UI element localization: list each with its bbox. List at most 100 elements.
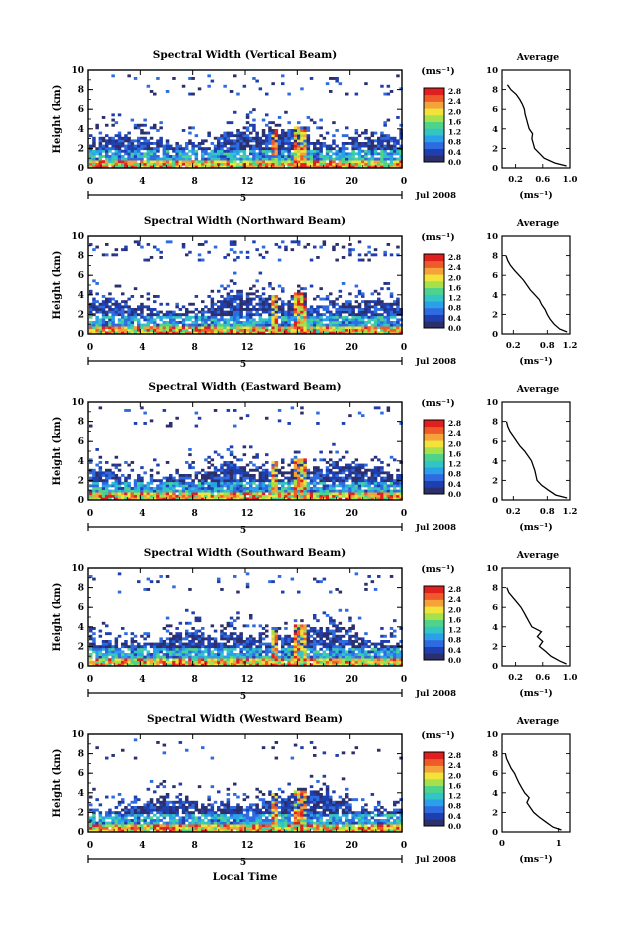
heatmap-cell: [377, 492, 381, 496]
heatmap-cell: [92, 308, 96, 311]
heatmap-cell: [101, 315, 106, 319]
heatmap-cell: [364, 468, 368, 472]
heatmap-cell: [293, 494, 298, 498]
heatmap-cell: [172, 492, 176, 496]
heatmap-cell: [252, 326, 256, 330]
heatmap-cell: [325, 632, 330, 636]
heatmap-cell: [229, 147, 234, 151]
heatmap-cell: [149, 419, 154, 423]
heatmap-cell: [185, 323, 189, 327]
heatmap-cell: [210, 152, 215, 156]
heatmap-cell: [265, 468, 269, 472]
heatmap-cell: [380, 323, 384, 327]
heatmap-cell: [130, 318, 135, 322]
heatmap-cell: [245, 116, 250, 119]
heatmap-cell: [194, 494, 199, 498]
heatmap-cell: [114, 658, 119, 662]
heatmap-cell: [111, 152, 115, 156]
heatmap-cell: [101, 305, 106, 309]
heatmap-cell: [133, 660, 138, 664]
heatmap-cell: [268, 305, 272, 309]
heatmap-cell: [197, 650, 202, 654]
heatmap-cell: [169, 663, 173, 667]
heatmap-cell: [252, 136, 256, 140]
heatmap-cell: [153, 647, 157, 651]
heatmap-cell: [197, 162, 202, 166]
heatmap-cell: [341, 487, 346, 490]
heatmap-cell: [249, 302, 253, 306]
heatmap-cell: [245, 313, 250, 317]
heatmap-cell: [389, 489, 394, 493]
colorbar-swatch: [424, 148, 444, 156]
heatmap-cell: [377, 160, 381, 164]
heatmap-cell: [233, 619, 237, 623]
heatmap-cell: [159, 323, 163, 327]
heatmap-cell: [396, 321, 400, 324]
heatmap-cell: [373, 326, 378, 330]
heatmap-cell: [217, 658, 221, 662]
heatmap-cell: [338, 289, 343, 293]
heatmap-cell: [364, 152, 368, 156]
heatmap-cell: [114, 492, 119, 496]
colorbar-frame: [423, 87, 445, 163]
heatmap-cell: [332, 619, 336, 623]
heatmap-cell: [361, 131, 365, 135]
heatmap-cell: [389, 492, 394, 496]
heatmap-cell: [322, 650, 327, 654]
heatmap-cell: [127, 318, 131, 322]
heatmap-cell: [313, 149, 317, 153]
heatmap-cell: [149, 479, 154, 483]
heatmap-cell: [287, 323, 291, 327]
heatmap-cell: [303, 468, 307, 472]
heatmap-cell: [201, 139, 205, 143]
heatmap-cell: [181, 494, 186, 498]
heatmap-cell: [393, 165, 397, 169]
heatmap-cell: [105, 660, 109, 664]
heatmap-cell: [140, 129, 144, 132]
heatmap-cell: [233, 258, 237, 262]
heatmap-cell: [306, 653, 311, 656]
heatmap-cell: [332, 326, 336, 330]
heatmap-cell: [98, 157, 103, 161]
heatmap-cell: [137, 123, 141, 127]
heatmap-cell: [335, 484, 339, 488]
heatmap-cell: [290, 494, 295, 498]
heatmap-cell: [191, 77, 195, 80]
heatmap-cell: [335, 331, 339, 335]
heatmap-cell: [380, 136, 384, 140]
heatmap-cell: [364, 481, 368, 485]
heatmap-cell: [284, 658, 288, 662]
heatmap-cell: [271, 326, 275, 330]
heatmap-cell: [261, 484, 266, 488]
heatmap-cell: [287, 331, 291, 335]
heatmap-cell: [281, 136, 285, 140]
heatmap-cell: [169, 624, 173, 628]
heatmap-cell: [92, 640, 96, 643]
heatmap-cell: [223, 647, 227, 651]
heatmap-cell: [114, 253, 119, 257]
heatmap-cell: [165, 663, 170, 667]
colorbar-swatch: [424, 267, 444, 275]
heatmap-cell: [380, 326, 384, 330]
heatmap-cell: [297, 627, 301, 630]
heatmap-cell: [338, 497, 343, 501]
heatmap-cell: [261, 663, 266, 667]
heatmap-cell: [194, 663, 199, 667]
heatmap-cell: [223, 134, 227, 138]
heatmap-cell: [162, 313, 167, 317]
heatmap-cell: [239, 165, 243, 169]
heatmap-cell: [354, 474, 359, 477]
heatmap-cell: [207, 74, 211, 78]
heatmap-cell: [236, 458, 240, 462]
heatmap-cell: [393, 497, 397, 501]
heatmap-cell: [156, 328, 160, 332]
heatmap-cell: [345, 308, 349, 311]
heatmap-cell: [313, 640, 317, 643]
heatmap-cell: [309, 487, 314, 490]
heatmap-cell: [159, 655, 163, 659]
heatmap-cell: [207, 147, 211, 151]
heatmap-cell: [255, 310, 259, 314]
heatmap-cell: [306, 624, 311, 628]
heatmap-cell: [306, 634, 311, 638]
heatmap-cell: [361, 258, 365, 262]
